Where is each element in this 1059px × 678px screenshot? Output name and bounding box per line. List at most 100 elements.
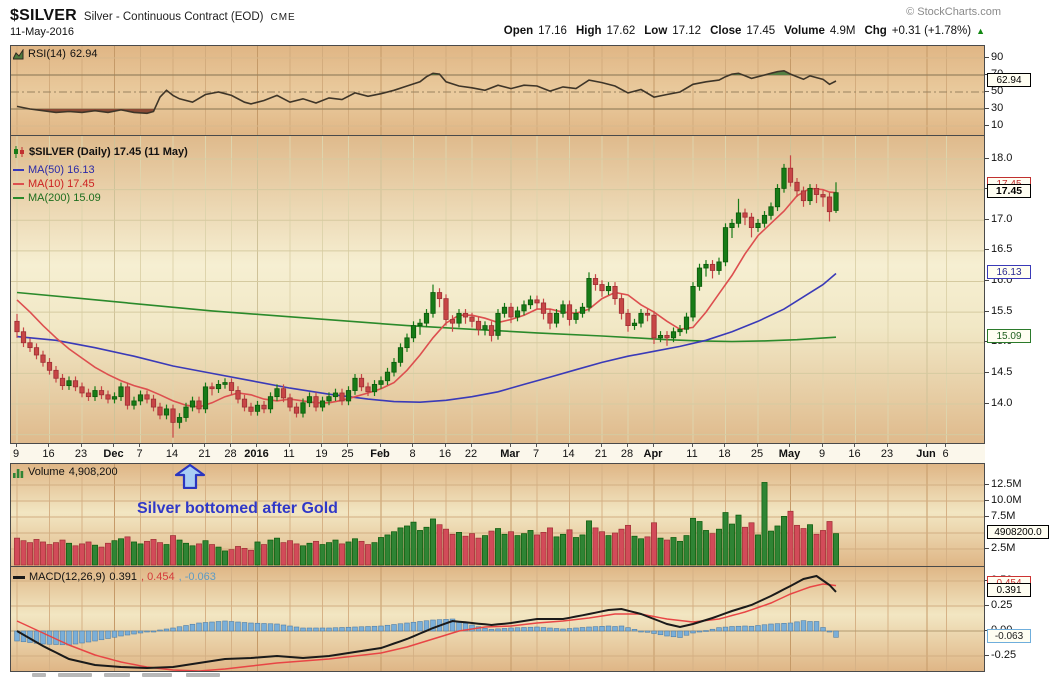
y-axis-label: 7.5M bbox=[991, 509, 1016, 522]
low-value: 17.12 bbox=[672, 25, 702, 37]
ma200-label: MA(200) 15.09 bbox=[28, 192, 101, 204]
x-axis-tick bbox=[204, 444, 205, 447]
x-axis-label: 23 bbox=[880, 448, 894, 460]
close-label: Close bbox=[710, 25, 742, 37]
x-axis-label: 22 bbox=[464, 448, 478, 460]
price-plot bbox=[11, 136, 984, 443]
x-axis-tick bbox=[256, 444, 257, 447]
x-axis-tick bbox=[470, 444, 472, 447]
x-axis-tick bbox=[724, 444, 725, 447]
x-axis-tick bbox=[139, 444, 140, 447]
y-axis-label: 14.0 bbox=[991, 396, 1013, 409]
x-axis-label: 25 bbox=[750, 448, 764, 460]
macd-line-swatch-icon bbox=[13, 575, 25, 579]
x-axis-tick bbox=[789, 444, 790, 447]
x-axis-tick bbox=[600, 444, 602, 447]
x-axis-tick bbox=[113, 444, 114, 447]
y-axis-label: 12.5M bbox=[991, 477, 1022, 490]
symbol: $SILVER bbox=[10, 7, 77, 24]
ma50-legend: MA(50) 16.13 bbox=[13, 164, 95, 176]
volume-bars-icon bbox=[13, 468, 24, 478]
x-axis-tick bbox=[756, 444, 758, 447]
ma10-swatch-icon bbox=[13, 182, 24, 186]
ma200-legend: MA(200) 15.09 bbox=[13, 192, 101, 204]
cutoff-text-fragment bbox=[58, 673, 92, 677]
y-axis-tick bbox=[985, 604, 989, 606]
y-axis-tick bbox=[985, 515, 989, 517]
x-axis-label: 21 bbox=[594, 448, 608, 460]
volume-legend: Volume 4,908,200 bbox=[13, 466, 118, 478]
cutoff-text-fragment bbox=[104, 673, 130, 677]
y-axis-tick bbox=[985, 371, 989, 373]
candlestick-chart-icon bbox=[14, 146, 24, 158]
macd-plot bbox=[11, 567, 984, 671]
ma200-swatch-icon bbox=[13, 196, 24, 200]
rsi-indicator-icon bbox=[13, 48, 24, 59]
cutoff-text-fragment bbox=[142, 673, 172, 677]
x-axis-strip bbox=[10, 444, 985, 463]
y-axis-label: 10 bbox=[991, 118, 1004, 131]
x-axis-tick bbox=[691, 444, 693, 447]
y-axis-tick bbox=[985, 56, 989, 58]
y-axis-tick bbox=[985, 654, 989, 656]
x-axis-tick bbox=[568, 444, 569, 447]
x-axis-label: 9 bbox=[12, 448, 20, 460]
rsi-legend: RSI(14) 62.94 bbox=[13, 48, 97, 60]
x-axis-label: Dec bbox=[103, 448, 124, 460]
ma-line bbox=[16, 291, 837, 343]
y-axis-tick bbox=[985, 310, 989, 312]
quote-summary: Open 17.16 High 17.62 Low 17.12 Close 17… bbox=[500, 25, 985, 37]
axis-value-tag: 4908200.0 bbox=[987, 525, 1049, 540]
x-axis-tick bbox=[626, 444, 628, 447]
y-axis-label: -0.25 bbox=[991, 648, 1017, 661]
x-axis-label: May bbox=[778, 448, 801, 460]
volume-value: 4.9M bbox=[829, 25, 856, 37]
x-axis-label: Apr bbox=[643, 448, 663, 460]
cutoff-text-fragment bbox=[32, 673, 46, 677]
y-axis-label: 2.5M bbox=[991, 541, 1016, 554]
candles-group bbox=[14, 155, 839, 438]
x-axis-label: 23 bbox=[74, 448, 88, 460]
ma50-label: MA(50) 16.13 bbox=[28, 164, 95, 176]
x-axis-label: 11 bbox=[283, 448, 295, 460]
x-axis-tick bbox=[288, 444, 290, 447]
y-axis-tick bbox=[985, 107, 989, 109]
rsi-label: RSI(14) bbox=[28, 48, 66, 60]
x-axis-label: 25 bbox=[341, 448, 354, 460]
x-axis-label: 16 bbox=[438, 448, 452, 460]
x-axis-tick bbox=[854, 444, 855, 447]
price-title: $SILVER (Daily) 17.45 (11 May) bbox=[29, 146, 188, 158]
macd-line bbox=[16, 574, 837, 670]
axis-value-tag: 16.13 bbox=[987, 265, 1031, 280]
y-axis-label: 0.25 bbox=[991, 598, 1013, 611]
y-axis-label: 18.0 bbox=[991, 151, 1013, 164]
x-axis-tick bbox=[412, 444, 413, 447]
axis-value-tag: -0.063 bbox=[987, 628, 1031, 643]
price-legend-title: $SILVER (Daily) 17.45 (11 May) bbox=[13, 146, 188, 158]
ma10-label: MA(10) 17.45 bbox=[28, 178, 95, 190]
rsi-panel bbox=[10, 45, 985, 136]
ma-line bbox=[16, 187, 837, 408]
x-axis-tick bbox=[444, 444, 446, 447]
macd-label: MACD(12,26,9) bbox=[29, 571, 106, 583]
chg-value: +0.31 (+1.78%) bbox=[891, 25, 972, 37]
volume-panel-label: Volume bbox=[28, 466, 65, 478]
macd-value: 0.391 bbox=[109, 571, 137, 583]
x-axis-label: 7 bbox=[136, 448, 143, 460]
rsi-oversold-fill bbox=[17, 109, 836, 114]
open-value: 17.16 bbox=[538, 25, 567, 37]
y-axis-label: 15.5 bbox=[991, 304, 1013, 317]
close-value: 17.45 bbox=[746, 25, 776, 37]
x-axis-label: 18 bbox=[718, 448, 731, 460]
high-value: 17.62 bbox=[606, 25, 636, 37]
y-axis-tick bbox=[985, 157, 989, 159]
y-axis-tick bbox=[985, 402, 989, 404]
x-axis-label: Jun bbox=[916, 448, 936, 460]
x-axis-label: 16 bbox=[848, 448, 861, 460]
y-axis-tick bbox=[985, 124, 989, 126]
volume-bars-group bbox=[14, 482, 839, 566]
volume-label: Volume bbox=[784, 25, 825, 37]
x-axis-tick bbox=[379, 444, 381, 447]
rsi-line bbox=[16, 69, 837, 115]
x-axis-label: 19 bbox=[315, 448, 328, 460]
